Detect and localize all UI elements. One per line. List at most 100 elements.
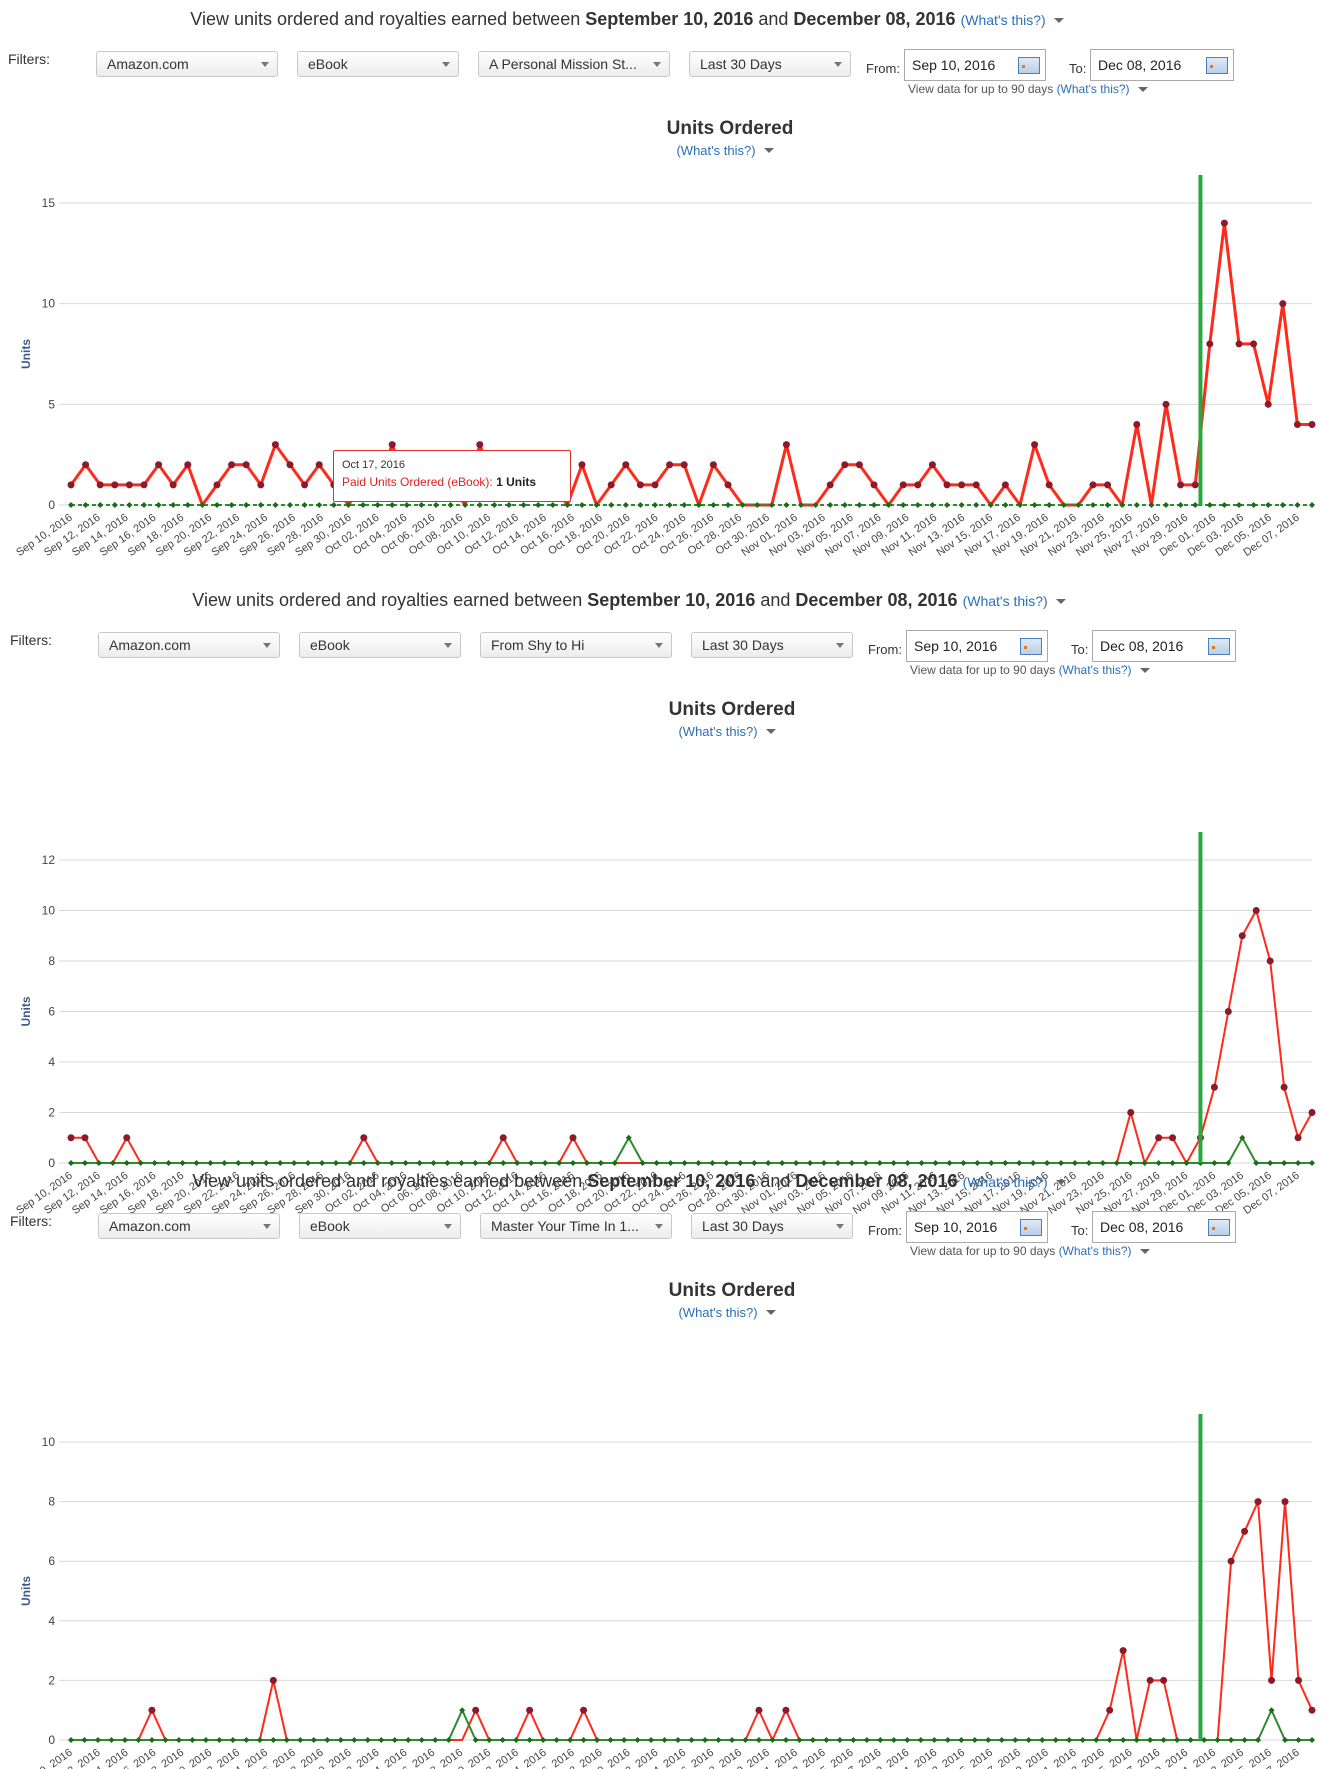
- range-select[interactable]: Last 30 Days: [689, 51, 851, 77]
- free-units-point: [653, 1160, 660, 1166]
- from-date-field[interactable]: Sep 10, 2016: [904, 49, 1046, 81]
- marketplace-value: Amazon.com: [109, 1218, 191, 1234]
- chevron-down-icon: [655, 1224, 663, 1229]
- paid-units-point: [943, 481, 951, 489]
- marketplace-select[interactable]: Amazon.com: [98, 1213, 280, 1239]
- whats-this-link[interactable]: (What's this?): [678, 1305, 758, 1320]
- range-select[interactable]: Last 30 Days: [691, 632, 853, 658]
- whats-this-link[interactable]: (What's this?): [676, 143, 756, 158]
- free-units-point: [834, 1160, 841, 1166]
- free-units-point: [823, 1737, 830, 1743]
- free-units-point: [695, 1160, 702, 1166]
- title-select[interactable]: From Shy to Hi: [480, 632, 672, 658]
- free-units-point: [809, 1737, 816, 1743]
- whats-this-link[interactable]: (What's this?): [1058, 1244, 1132, 1258]
- free-units-point: [1295, 1737, 1302, 1743]
- free-units-point: [68, 1160, 74, 1166]
- paid-units-point: [928, 461, 936, 469]
- to-date-field[interactable]: Dec 08, 2016: [1092, 1211, 1236, 1243]
- free-units-point: [914, 502, 921, 508]
- whats-this-link[interactable]: (What's this?): [962, 593, 1048, 609]
- to-date-field[interactable]: Dec 08, 2016: [1092, 630, 1236, 662]
- chevron-down-icon: [444, 643, 452, 648]
- whats-this-link[interactable]: (What's this?): [1058, 663, 1132, 677]
- marketplace-select[interactable]: Amazon.com: [98, 632, 280, 658]
- free-units-point: [301, 502, 308, 508]
- y-tick-label: 6: [48, 1005, 55, 1019]
- tooltip-series: Paid Units Ordered (eBook): 1 Units: [342, 475, 562, 489]
- free-units-point: [337, 1737, 344, 1743]
- chevron-down-icon[interactable]: [1139, 1249, 1150, 1255]
- format-value: eBook: [308, 56, 348, 72]
- free-units-point: [1127, 1160, 1134, 1166]
- free-units-line: [71, 1707, 1312, 1741]
- calendar-icon[interactable]: [1206, 57, 1228, 74]
- calendar-icon[interactable]: [1020, 1219, 1042, 1236]
- format-select[interactable]: eBook: [297, 51, 459, 77]
- free-units-point: [170, 502, 177, 508]
- whats-this-link[interactable]: (What's this?): [1056, 82, 1130, 96]
- whats-this-link[interactable]: (What's this?): [960, 12, 1046, 28]
- free-units-point: [1225, 1160, 1232, 1166]
- calendar-icon[interactable]: [1208, 638, 1230, 655]
- free-units-point: [737, 1160, 744, 1166]
- paid-units-point: [680, 461, 688, 469]
- free-units-point: [917, 1737, 924, 1743]
- free-units-point: [850, 1737, 857, 1743]
- range-value: Last 30 Days: [700, 56, 782, 72]
- free-units-point: [1093, 1737, 1100, 1743]
- free-units-point: [257, 502, 264, 508]
- chevron-down-icon: [655, 643, 663, 648]
- free-units-point: [611, 1160, 618, 1166]
- paid-units-point: [914, 481, 922, 489]
- free-units-point: [862, 1160, 869, 1166]
- chevron-down-icon[interactable]: [1055, 1179, 1066, 1185]
- marketplace-select[interactable]: Amazon.com: [96, 51, 278, 77]
- free-units-point: [389, 502, 396, 508]
- free-units-point: [1031, 502, 1038, 508]
- whats-this-link[interactable]: (What's this?): [962, 1174, 1048, 1190]
- calendar-icon[interactable]: [1018, 57, 1040, 74]
- paid-units-point: [228, 461, 236, 469]
- from-date-field[interactable]: Sep 10, 2016: [906, 630, 1048, 662]
- free-units-point: [416, 1160, 423, 1166]
- free-units-point: [725, 502, 731, 508]
- chevron-down-icon[interactable]: [1053, 17, 1064, 23]
- free-units-point: [330, 502, 337, 508]
- format-select[interactable]: eBook: [299, 1213, 461, 1239]
- y-axis-label: Units: [19, 339, 33, 369]
- format-select[interactable]: eBook: [299, 632, 461, 658]
- chevron-down-icon[interactable]: [763, 148, 774, 154]
- chevron-down-icon[interactable]: [1137, 87, 1148, 93]
- paid-units-point: [286, 461, 294, 469]
- free-units-point: [402, 1160, 409, 1166]
- calendar-icon[interactable]: [1020, 638, 1042, 655]
- chevron-down-icon[interactable]: [1139, 668, 1150, 674]
- free-units-point: [444, 1160, 451, 1166]
- free-units-point: [1155, 1160, 1162, 1166]
- free-units-point: [68, 1737, 74, 1743]
- paid-units-point: [213, 481, 221, 489]
- free-units-point: [998, 1737, 1005, 1743]
- header-and: and: [758, 9, 789, 29]
- chevron-down-icon[interactable]: [765, 1310, 776, 1316]
- from-date-field[interactable]: Sep 10, 2016: [906, 1211, 1048, 1243]
- paid-units-point: [269, 1676, 277, 1684]
- paid-units-point: [826, 481, 834, 489]
- y-tick-label: 15: [42, 196, 56, 210]
- from-date-value: Sep 10, 2016: [914, 1219, 998, 1235]
- range-select[interactable]: Last 30 Days: [691, 1213, 853, 1239]
- free-units-point: [1241, 1737, 1248, 1743]
- title-select[interactable]: Master Your Time In 1...: [480, 1213, 672, 1239]
- free-units-point: [256, 1737, 263, 1743]
- free-units-point: [931, 1737, 938, 1743]
- calendar-icon[interactable]: [1208, 1219, 1230, 1236]
- title-select[interactable]: A Personal Mission St...: [478, 51, 670, 77]
- chevron-down-icon[interactable]: [1055, 598, 1066, 604]
- free-units-point: [491, 502, 498, 508]
- chevron-down-icon[interactable]: [765, 729, 776, 735]
- paid-units-point: [1268, 1676, 1276, 1684]
- free-units-point: [175, 1737, 182, 1743]
- to-date-field[interactable]: Dec 08, 2016: [1090, 49, 1234, 81]
- whats-this-link[interactable]: (What's this?): [678, 724, 758, 739]
